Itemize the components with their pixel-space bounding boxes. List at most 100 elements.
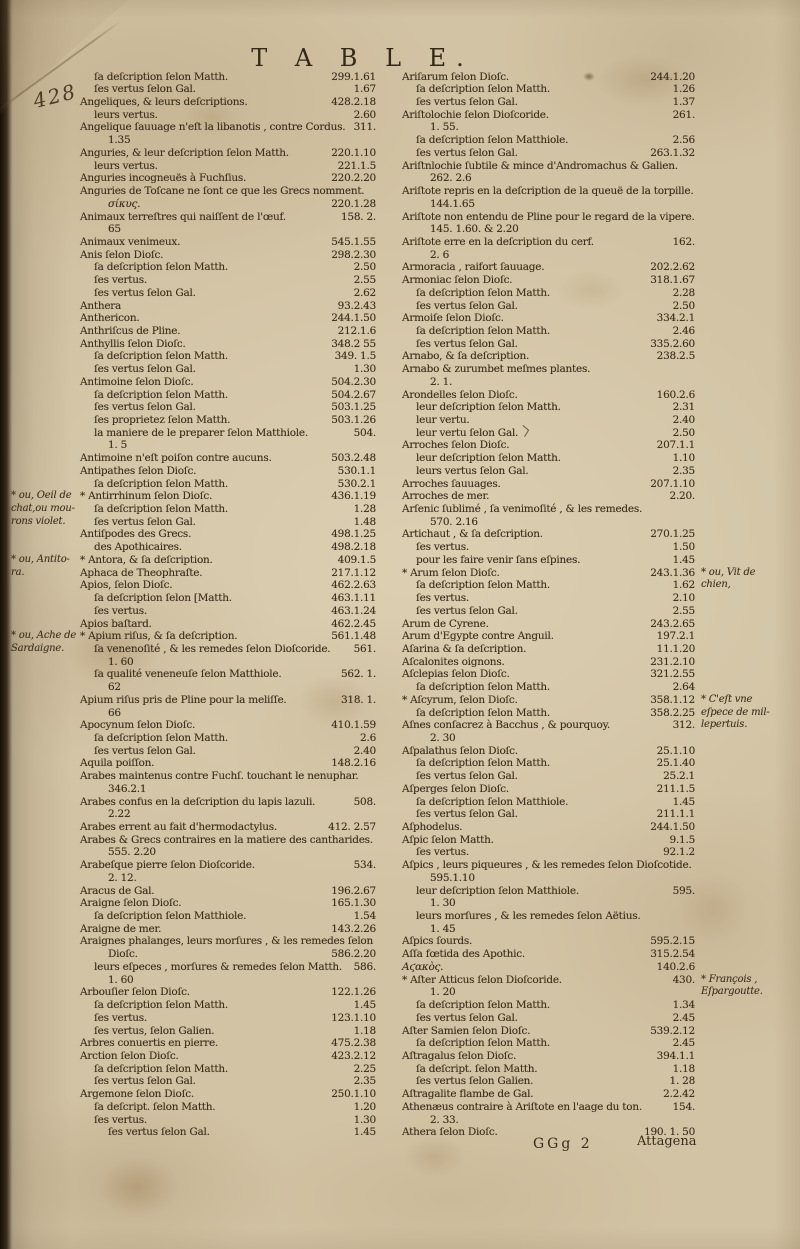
index-line: Anthriſcus de Pline. 212.1.6 <box>80 325 376 338</box>
entry-text: ſa deſcription ſelon [Matth. <box>94 592 232 605</box>
page-reference: 503.1.25 <box>331 401 376 414</box>
margin-note-line: * ou, Antito- <box>11 553 70 565</box>
index-line: Antimoine n'eſt poiſon contre aucuns. 503… <box>80 452 376 465</box>
page-reference: 595.2.15 <box>650 935 695 948</box>
page-reference: 1.45 <box>672 795 696 808</box>
index-line: Animaux venimeux. 545.1.55 <box>80 236 376 249</box>
margin-note: * ou, Antito-ra. <box>11 554 79 579</box>
entry-text: 1. 5 <box>108 439 128 452</box>
index-line: Aſphodelus. 244.1.50 <box>402 821 695 834</box>
index-line: 570. 2.16 <box>402 516 695 529</box>
index-line: 1. 20 <box>402 986 695 999</box>
margin-note-line: Eſpargoutte. <box>701 986 763 998</box>
page-reference: 2.46 <box>672 324 696 337</box>
index-line: ſes vertus ſelon Gal. 2.45 <box>402 1012 695 1025</box>
index-line: Arbouſier ſelon Dioſc. 122.1.26 <box>80 986 376 999</box>
entry-text: 65 <box>108 223 121 236</box>
entry-text: ſa deſcription ſelon Matth. <box>416 286 550 299</box>
index-line: 66 <box>80 707 376 720</box>
entry-text: Arabes maintenus contre Fuchſ. touchant … <box>80 770 359 783</box>
entry-text: Anis ſelon Dioſc. <box>80 248 164 261</box>
entry-text: Arroches de mer. <box>402 490 490 503</box>
page-reference: 1.48 <box>353 515 377 528</box>
page-reference: 1.54 <box>353 910 377 923</box>
index-line: ſes proprietez ſelon Matth. 503.1.26 <box>80 414 376 427</box>
page-reference: 561.1.48 <box>331 630 376 643</box>
page-reference: 220.1.10 <box>331 146 376 159</box>
entry-text: Arabeſque pierre ſelon Dioſcoride. <box>80 859 255 872</box>
entry-text: la maniere de le preparer ſelon Matthiol… <box>94 426 308 439</box>
index-line: leurs eſpeces , morſures & remedes ſelon… <box>80 961 376 974</box>
entry-text: Dioſc. <box>108 948 138 961</box>
entry-text: Aſpics ſourds. <box>402 935 473 948</box>
index-line: Arbres conuertis en pierre. 475.2.38 <box>80 1037 376 1050</box>
index-line: 1. 60 <box>80 974 376 987</box>
entry-text: Anguries, & leur deſcription ſelon Matth… <box>80 146 289 159</box>
page-reference: 196.2.67 <box>331 884 376 897</box>
page-reference: 334.2.1 <box>656 312 696 325</box>
index-line: ſes vertus ſelon Gal. 2.55 <box>402 605 695 618</box>
page-reference: 2.60 <box>353 108 377 121</box>
page-reference: 1.20 <box>353 1100 377 1113</box>
page-reference: 211.1.5 <box>656 782 696 795</box>
entry-text: Aſſa fœtida des Apothic. <box>402 948 525 961</box>
entry-text: ſa deſcription ſelon Matth. <box>94 1062 228 1075</box>
index-line: Ariſarum ſelon Dioſc. 244.1.20 <box>402 71 695 84</box>
index-line: 1. 55. <box>402 121 695 134</box>
entry-text: Ariſtolochie ſelon Dioſcoride. <box>402 108 549 121</box>
page-reference: 1.30 <box>353 1113 377 1126</box>
index-line: leurs morſures , & les remedes ſelon Aët… <box>402 910 695 923</box>
page-reference: 299.1.61 <box>331 70 376 83</box>
margin-note: * ou, Ache de Sardaigne. <box>11 630 79 655</box>
page-reference: 2.50 <box>353 261 377 274</box>
index-line: Athenæus contraire à Ariſtote en l'aage … <box>402 1101 695 1114</box>
index-line: leur deſcription ſelon Matth. 1.10 <box>402 452 695 465</box>
page-reference: 1.37 <box>672 96 696 109</box>
index-line: Aſſa fœtida des Apothic. 315.2.54 <box>402 948 695 961</box>
page-reference: 162. <box>672 235 696 248</box>
entry-text: Arnabo, & ſa deſcription. <box>402 350 530 363</box>
index-line: Apios baſtard. 462.2.45 <box>80 618 376 631</box>
entry-text: leurs vertus. <box>94 159 158 172</box>
page-reference: 220.2.20 <box>331 172 376 185</box>
page-reference: 2.10 <box>672 592 696 605</box>
index-line: ſa deſcription ſelon Matth. 530.2.1 <box>80 478 376 491</box>
index-line: Anthericon. 244.1.50 <box>80 312 376 325</box>
page-reference: 244.1.20 <box>650 70 695 83</box>
index-line: Ariſtote non entendu de Pline pour le re… <box>402 211 695 224</box>
entry-text: Aſarina & ſa deſcription. <box>402 642 527 655</box>
entry-text: Aſtragalite flambe de Gal. <box>402 1088 534 1101</box>
entry-text: 62 <box>108 681 121 694</box>
index-line: Aſtragalite flambe de Gal. 2.2.42 <box>402 1088 695 1101</box>
index-line: Aſpic ſelon Matth. 9.1.5 <box>402 834 695 847</box>
entry-text: ſes vertus ſelon Gal. <box>416 337 518 350</box>
index-line: Animaux terreſtres qui naiſſent de l'œuf… <box>80 211 376 224</box>
index-line: ſa deſcription ſelon Matth. 1.45 <box>80 999 376 1012</box>
index-line: leurs vertus ſelon Gal. 2.35 <box>402 465 695 478</box>
entry-text: 1. 45 <box>430 922 456 935</box>
index-line: ſes vertus ſelon Gal. 2.40 <box>80 745 376 758</box>
page-reference: 562. 1. <box>341 668 376 681</box>
entry-text: Arondelles ſelon Dioſc. <box>402 388 518 401</box>
index-line: 65 <box>80 223 376 236</box>
page-reference: 160.2.6 <box>656 388 696 401</box>
index-line: ſa deſcription ſelon Matth. 2.28 <box>402 287 695 300</box>
page-reference: 410.1.59 <box>331 719 376 732</box>
index-line: ſes vertus ſelon Gal. 1.30 <box>80 363 376 376</box>
index-line: ſes vertus. 92.1.2 <box>402 846 695 859</box>
page-reference: 1.28 <box>353 503 377 516</box>
page-reference: 1.45 <box>353 1126 377 1139</box>
entry-text: leurs eſpeces , morſures & remedes ſelon… <box>94 960 342 973</box>
entry-text: * Aſter Atticus ſelon Dioſcoride. <box>402 973 562 986</box>
entry-text: Athera ſelon Dioſc. <box>402 1126 498 1139</box>
page-reference: 123.1.10 <box>331 1011 376 1024</box>
entry-text: Aſperges ſelon Dioſc. <box>402 782 509 795</box>
index-line: Arabes errent au fait d'hermodactylus. 41… <box>80 821 376 834</box>
index-line: ſa deſcription ſelon Matthiole. 1.54 <box>80 910 376 923</box>
page-reference: 504. <box>353 426 377 439</box>
page-reference: 2.55 <box>672 604 696 617</box>
margin-note-line: eſpece de mil- <box>701 706 770 718</box>
entry-text: ſa venenoſité , & les remedes ſelon Dioſ… <box>94 642 331 655</box>
margin-note: * C'eſt vne eſpece de mil-lepertuis. <box>701 694 796 732</box>
page-reference: 270.1.25 <box>650 528 695 541</box>
